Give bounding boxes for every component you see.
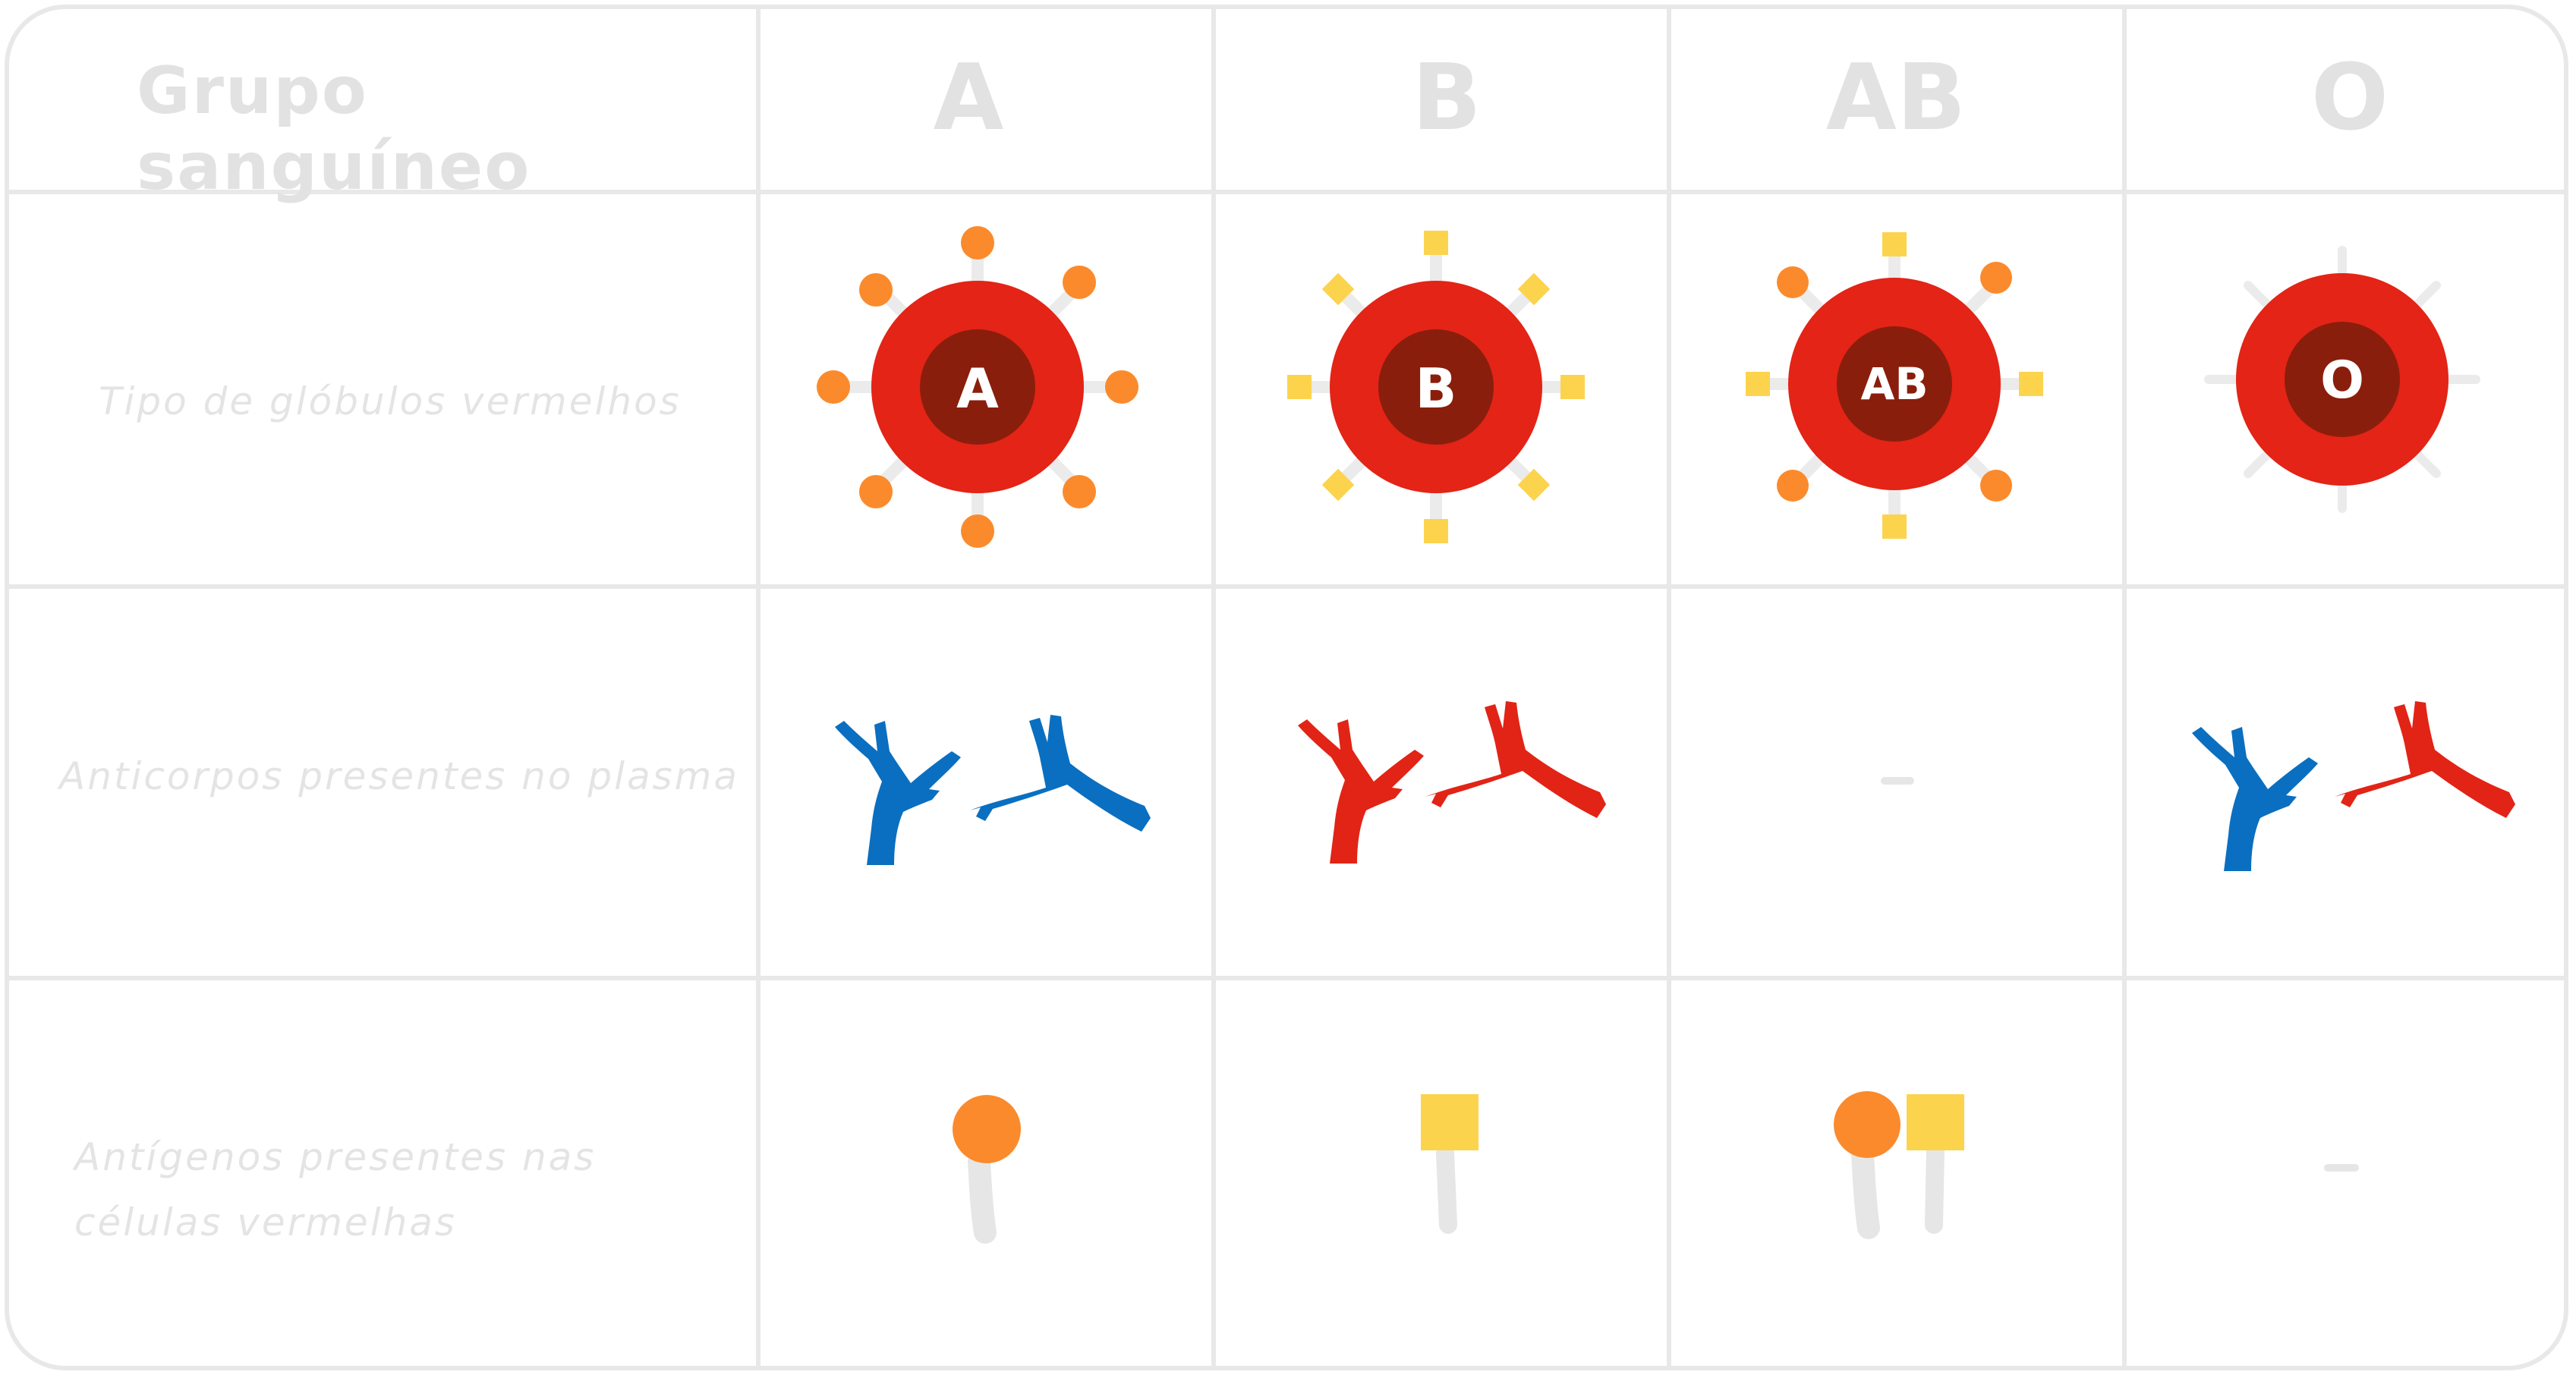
group-header: Grupo sanguíneo	[137, 53, 531, 205]
antigen-b-col	[1421, 1094, 1479, 1234]
type-header-b: B	[1412, 46, 1482, 151]
red-cell-a	[817, 226, 1138, 548]
antigen-a-col	[953, 1095, 1021, 1244]
cell-label-a: A	[956, 357, 999, 420]
type-header-ab: AB	[1825, 46, 1967, 151]
red-cell-o	[2204, 246, 2480, 513]
cell-label-o: O	[2320, 351, 2364, 411]
antibody-a-col	[835, 715, 1151, 865]
type-header-o: O	[2310, 46, 2389, 151]
no-antigen-dash	[2324, 1164, 2359, 1172]
row-label-cell-type: Tipo de glóbulos vermelhos	[99, 379, 682, 423]
antibody-o-col	[2192, 701, 2515, 871]
no-antibody-dash	[1881, 777, 1914, 785]
row-label-antigens-1: Antígenos presentes nas	[74, 1135, 597, 1179]
cell-label-ab: AB	[1860, 358, 1929, 410]
cell-label-b: B	[1415, 357, 1457, 420]
antibody-b-col	[1298, 701, 1606, 864]
antigen-a-marker	[961, 226, 994, 260]
row-label-antigens-2: células vermelhas	[74, 1200, 457, 1244]
row-label-antibodies: Anticorpos presentes no plasma	[59, 754, 740, 798]
type-header-a: A	[933, 46, 1004, 151]
antigen-ab-col	[1834, 1091, 1964, 1239]
red-cell-ab	[1746, 232, 2043, 539]
table-frame	[5, 5, 2568, 1370]
red-cell-b	[1287, 231, 1585, 543]
table-grid	[5, 5, 2568, 1370]
